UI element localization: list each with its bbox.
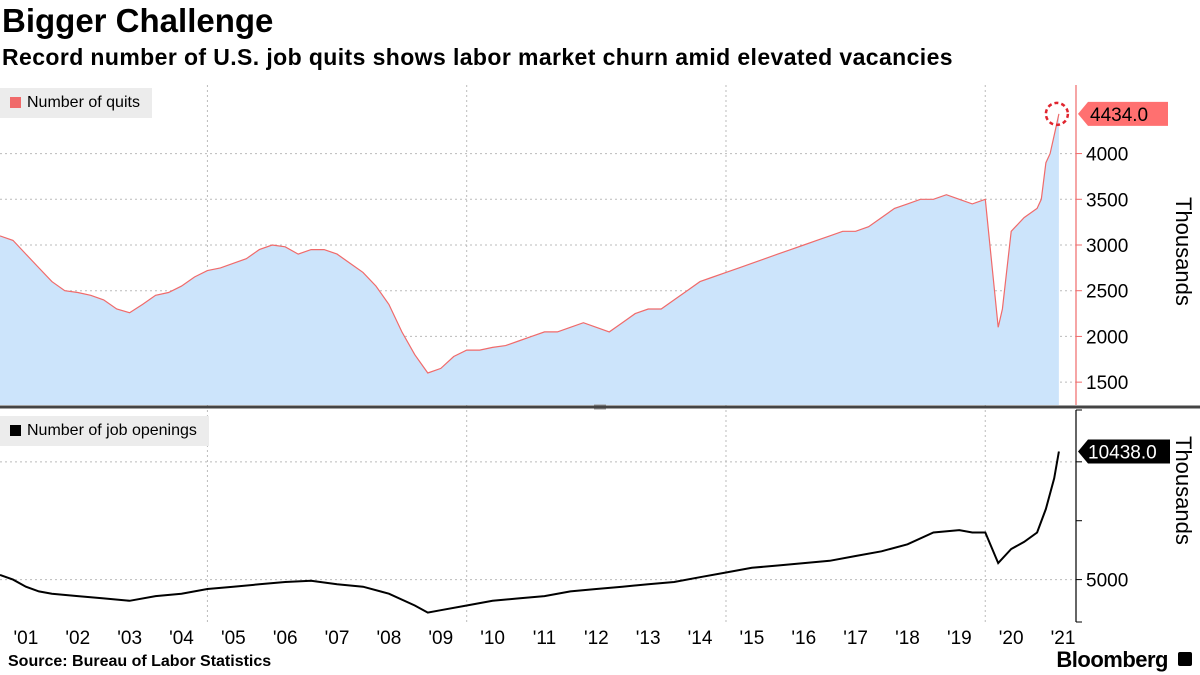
y-axis-label-openings: Thousands	[1171, 436, 1196, 545]
y-tick-label: 1500	[1086, 373, 1128, 394]
x-tick-label: '06	[273, 628, 298, 649]
x-tick-label: '16	[791, 628, 816, 649]
quits-line	[0, 113, 1060, 374]
x-tick-label: '12	[584, 628, 609, 649]
y-tick-label: 2000	[1086, 327, 1128, 348]
legend-label-openings: Number of job openings	[27, 422, 197, 439]
x-tick-label: '03	[117, 628, 142, 649]
highlight-circle	[1044, 101, 1070, 127]
x-tick-label: '13	[636, 628, 661, 649]
x-tick-label: '07	[325, 628, 350, 649]
legend-swatch-quits	[10, 97, 21, 108]
legend-label-quits: Number of quits	[27, 94, 140, 111]
x-tick-label: '02	[65, 628, 90, 649]
x-tick-label: '19	[947, 628, 972, 649]
brand-logo: Bloomberg	[1056, 647, 1168, 672]
legend-swatch-openings	[10, 425, 21, 436]
legend-openings: Number of job openings	[0, 416, 209, 446]
openings-last-value-label: 10438.0	[1088, 443, 1157, 464]
quits-last-value-label: 4434.0	[1090, 105, 1148, 126]
y-tick-label: 2500	[1086, 282, 1128, 303]
x-tick-label: '04	[169, 628, 194, 649]
x-tick-label: '01	[14, 628, 39, 649]
y-tick-label: 3500	[1086, 190, 1128, 211]
x-tick-label: '09	[428, 628, 453, 649]
source-note: Source: Bureau of Labor Statistics	[8, 653, 272, 670]
x-tick-label: '15	[740, 628, 765, 649]
x-tick-label: '20	[999, 628, 1024, 649]
quits-last-value-tag	[1078, 101, 1168, 126]
x-tick-label: '08	[377, 628, 402, 649]
y-axis-label-quits: Thousands	[1171, 197, 1196, 306]
x-tick-label: '18	[895, 628, 920, 649]
y-tick-label: 3000	[1086, 236, 1128, 257]
legend-quits: Number of quits	[0, 88, 152, 118]
openings-last-value-tag	[1078, 439, 1170, 464]
chart-subtitle: Record number of U.S. job quits shows la…	[2, 44, 953, 70]
x-tick-label: '10	[480, 628, 505, 649]
y-tick-label: 5000	[1086, 571, 1128, 592]
openings-line	[0, 451, 1060, 614]
x-tick-label: '05	[221, 628, 246, 649]
brand-terminal-icon	[1178, 652, 1192, 666]
quits-area	[0, 113, 1059, 406]
x-tick-label: '11	[533, 628, 556, 649]
x-tick-label: '21	[1051, 628, 1076, 649]
chart-title: Bigger Challenge	[2, 2, 274, 39]
y-tick-label: 4000	[1086, 145, 1128, 166]
x-tick-label: '14	[688, 628, 713, 649]
x-tick-label: '17	[843, 628, 868, 649]
